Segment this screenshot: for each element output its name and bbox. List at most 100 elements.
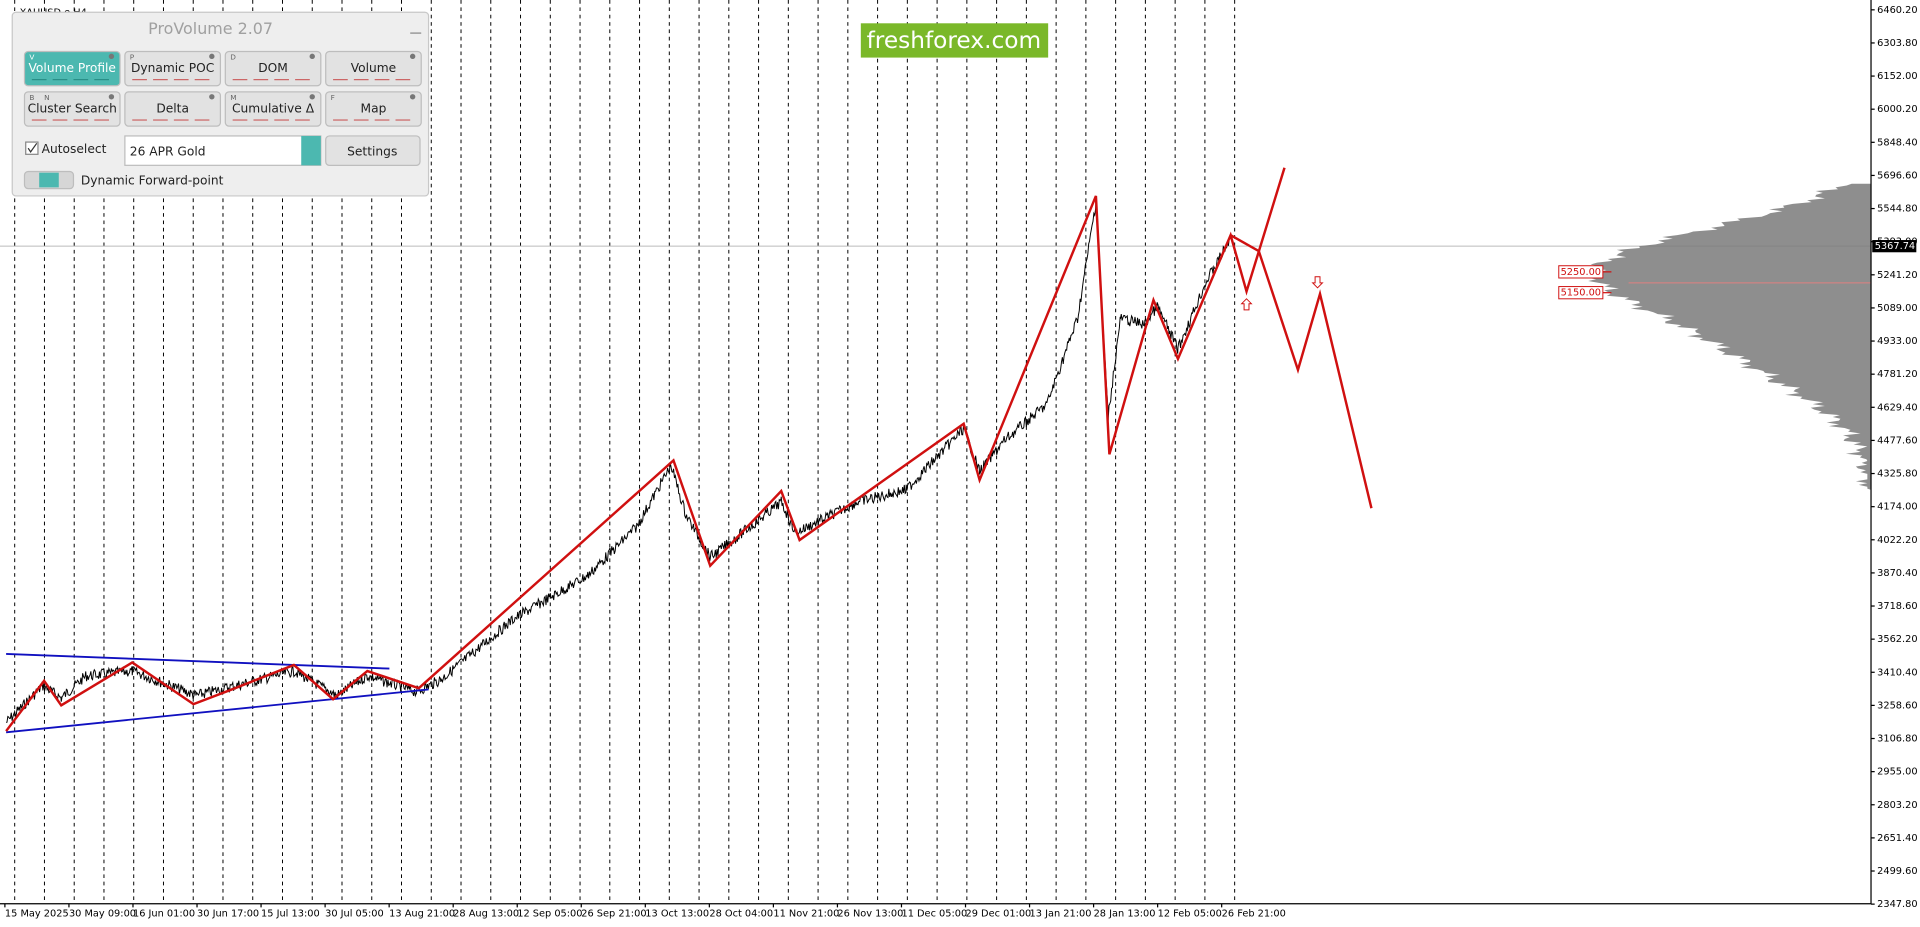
time-label: 13 Oct 13:00 [645,909,709,920]
toggle-knob [39,172,59,188]
button-indicator [409,53,416,60]
button-indicator [309,53,315,60]
button-indicator [309,94,315,100]
time-label: 15 Jul 13:00 [261,909,320,920]
button-key: F [331,93,335,102]
panel-button[interactable] [124,50,222,87]
time-label: 26 Nov 13:00 [837,909,903,920]
panel-button[interactable] [23,91,121,127]
price-label: 6460.20 [1877,5,1917,16]
arrow-down [1311,276,1324,289]
time-label: 13 Jan 21:00 [1030,909,1092,920]
settings-button[interactable] [325,135,421,166]
trend-line [6,688,429,734]
toggle-label[interactable]: Dynamic Forward-point [81,174,224,188]
arrow-up [1240,298,1253,311]
time-label: 30 Jul 05:00 [325,909,384,920]
time-label: 12 Feb 05:00 [1158,909,1222,920]
time-label: 28 Jan 13:00 [1094,909,1156,920]
autoselect-label[interactable]: Autoselect [42,142,107,156]
price-label: 3870.40 [1877,568,1917,579]
button-label[interactable]: Volume [351,61,397,75]
price-label: 6303.80 [1877,38,1917,49]
time-label: 26 Feb 21:00 [1222,909,1286,920]
wave-line [1230,234,1373,509]
button-label[interactable]: Map [361,102,387,116]
price-label: 5241.20 [1877,270,1917,281]
button-label[interactable]: Dynamic POC [131,61,214,75]
price-label: 2347.80 [1877,899,1917,910]
button-key: N [44,93,49,102]
watermark-bg [860,23,1049,58]
price-label: 3562.20 [1877,634,1917,645]
dropdown-spinner[interactable] [301,135,321,166]
price-label: 4477.60 [1877,435,1917,446]
settings-label[interactable]: Settings [347,144,397,158]
time-label: 28 Oct 04:00 [709,909,773,920]
time-label: 13 Aug 21:00 [389,909,455,920]
panel-title: ProVolume 2.07 [148,19,273,38]
price-label: 2955.00 [1877,767,1917,778]
time-label: 26 Sep 21:00 [581,909,646,920]
panel-button[interactable] [325,91,422,127]
price-label: 4629.40 [1877,402,1917,413]
level-label: 5250.00 [1561,267,1601,278]
price-label: 3258.60 [1877,700,1917,711]
level-label: 5150.00 [1561,288,1601,299]
button-indicator [209,94,215,100]
price-label: 3410.40 [1877,667,1917,678]
instrument[interactable]: 26 APR Gold [130,144,206,158]
time-label: 11 Dec 05:00 [901,909,967,920]
price-label: 6000.20 [1877,104,1917,115]
panel-button[interactable] [325,50,422,87]
button-key: M [230,93,236,102]
price-label: 6152.00 [1877,71,1917,82]
button-label[interactable]: Cluster Search [28,102,117,116]
price-label: 4174.00 [1877,502,1917,513]
price-label: 4022.20 [1877,535,1917,546]
price-label: 5848.40 [1877,137,1917,148]
wave-line [5,167,1286,732]
volume-profile [1584,183,1872,490]
price-label: 4781.20 [1877,369,1917,380]
button-label[interactable]: Volume Profile [29,61,116,75]
price-label: 5089.00 [1877,303,1917,314]
price-label: 2651.40 [1877,833,1917,844]
panel-button[interactable] [224,91,322,127]
button-indicator [108,53,115,60]
price-label: 5544.80 [1877,204,1917,215]
price-series [6,202,1231,723]
price-label: 2803.20 [1877,800,1917,811]
button-label[interactable]: DOM [258,61,288,75]
panel-button[interactable] [124,91,222,127]
panel-button[interactable] [224,50,322,87]
button-indicator [209,53,215,60]
time-label: 12 Sep 05:00 [517,909,582,920]
button-label[interactable]: Delta [156,102,189,116]
current-price-tag [1872,240,1917,253]
time-label: 15 May 2025 [5,909,69,920]
time-label: 16 Jun 01:00 [133,909,195,920]
time-label: 30 May 09:00 [69,909,136,920]
time-label: 11 Nov 21:00 [773,909,839,920]
panel-button[interactable] [23,50,121,87]
button-label[interactable]: Cumulative Δ [232,102,315,116]
price-label: 5696.60 [1877,170,1917,181]
button-key: B [29,93,34,102]
current-price: 5367.74 [1875,241,1915,252]
price-label: 4325.80 [1877,469,1917,480]
price-label: 4933.00 [1877,336,1917,347]
button-indicator [108,94,115,100]
price-label: 3718.60 [1877,601,1917,612]
checkmark [27,142,38,153]
button-key: D [230,53,236,62]
button-indicator [409,94,416,100]
price-label: 3106.80 [1877,734,1917,745]
button-key: V [29,53,34,62]
time-label: 28 Aug 13:00 [453,909,519,920]
price-label: 2499.60 [1877,866,1917,877]
time-label: 29 Dec 01:00 [966,909,1032,920]
time-label: 30 Jun 17:00 [197,909,259,920]
